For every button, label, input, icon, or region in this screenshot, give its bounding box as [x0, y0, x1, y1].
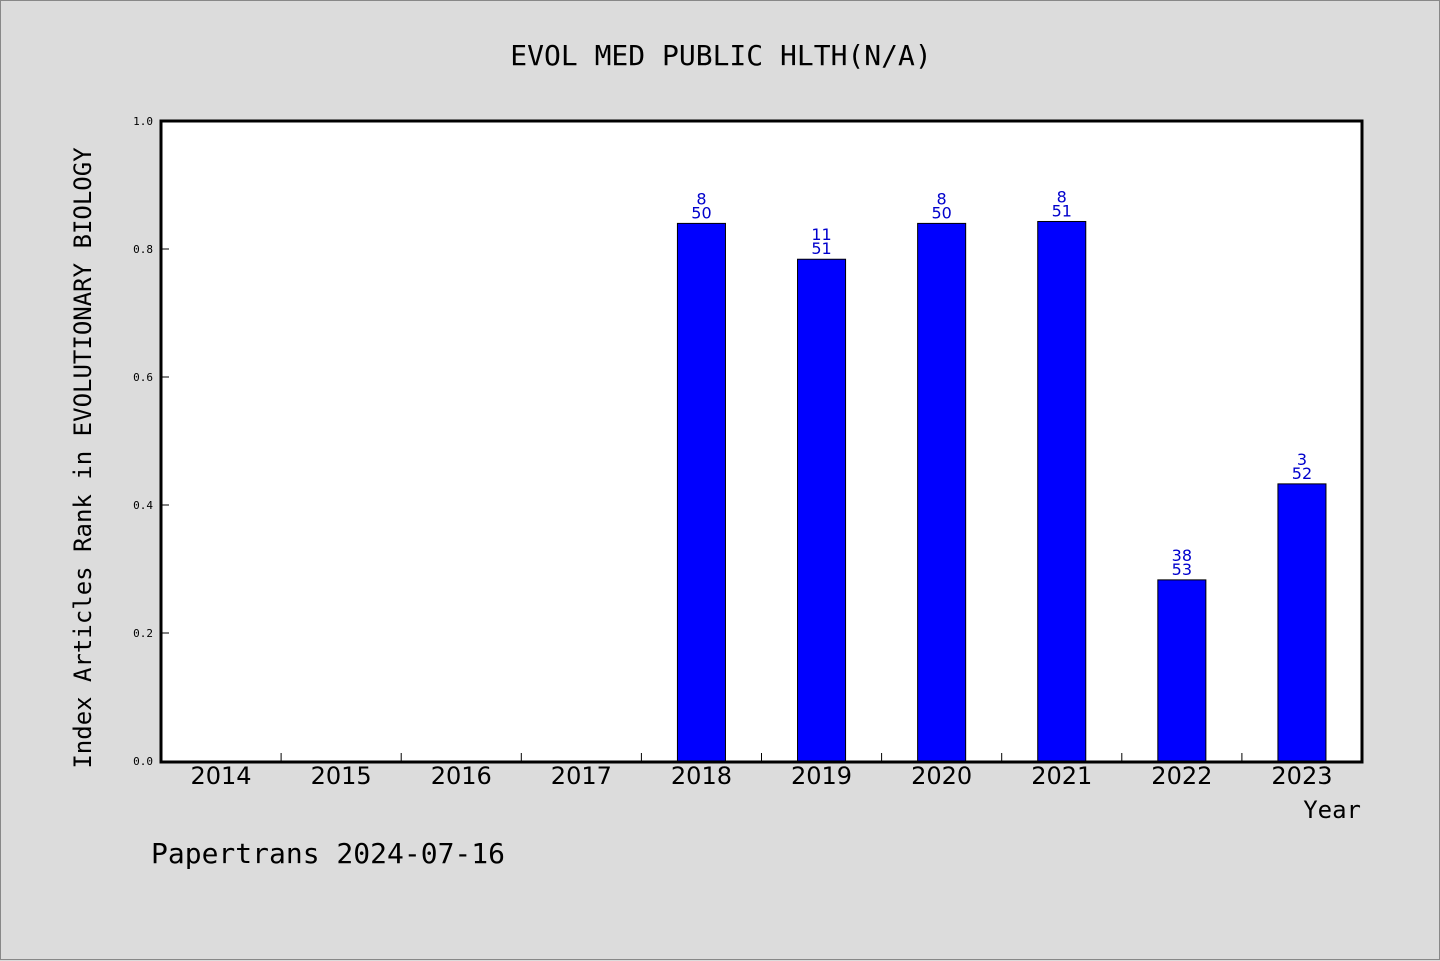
y-axis: 0.0 0.2 0.4 0.6 0.8 1.0	[133, 115, 169, 768]
footer-text: Papertrans 2024-07-16	[151, 837, 505, 870]
y-tick-label: 0.0	[133, 755, 153, 768]
bar-rank-label: 11	[811, 225, 831, 244]
y-axis-label: Index Articles Rank in EVOLUTIONARY BIOL…	[69, 147, 97, 769]
bar-rank-label: 8	[937, 189, 947, 208]
bar-total-label: 50	[691, 203, 711, 222]
x-tick-label: 2014	[191, 762, 252, 790]
chart-title: EVOL MED PUBLIC HLTH(N/A)	[510, 39, 931, 72]
x-tick-label: 2016	[431, 762, 492, 790]
x-tick-label: 2019	[791, 762, 852, 790]
bar-rank-label: 8	[1057, 187, 1067, 206]
x-axis: 2014 2015 2016 2017 2018 2019 2020 2021 2022 2023	[191, 753, 1332, 790]
x-tick-label: 2021	[1031, 762, 1092, 790]
y-tick-label: 0.6	[133, 371, 153, 384]
x-tick-label: 2022	[1151, 762, 1212, 790]
bar	[676, 222, 726, 762]
bar-total-label: 50	[931, 203, 951, 222]
bar-rank-label: 38	[1172, 546, 1192, 565]
bar	[797, 258, 847, 762]
bar-series	[676, 220, 1327, 762]
bar-total-label: 51	[1052, 201, 1072, 220]
bar-rank-label: 3	[1297, 450, 1307, 469]
bar-total-label: 52	[1292, 464, 1312, 483]
y-tick-label: 1.0	[133, 115, 153, 128]
x-tick-label: 2018	[671, 762, 732, 790]
x-tick-label: 2015	[311, 762, 372, 790]
x-tick-label: 2017	[551, 762, 612, 790]
x-tick-label: 2023	[1271, 762, 1332, 790]
y-tick-label: 0.8	[133, 243, 153, 256]
bar-total-label: 51	[811, 239, 831, 258]
bar-rank-label: 8	[696, 189, 706, 208]
x-axis-label: Year	[1303, 796, 1361, 824]
bar	[1157, 579, 1207, 762]
y-tick-label: 0.4	[133, 499, 153, 512]
bar	[1277, 483, 1327, 762]
y-tick-label: 0.2	[133, 627, 153, 640]
bar	[917, 222, 967, 762]
bar-total-label: 53	[1172, 560, 1192, 579]
bar	[1037, 220, 1087, 762]
x-tick-label: 2020	[911, 762, 972, 790]
